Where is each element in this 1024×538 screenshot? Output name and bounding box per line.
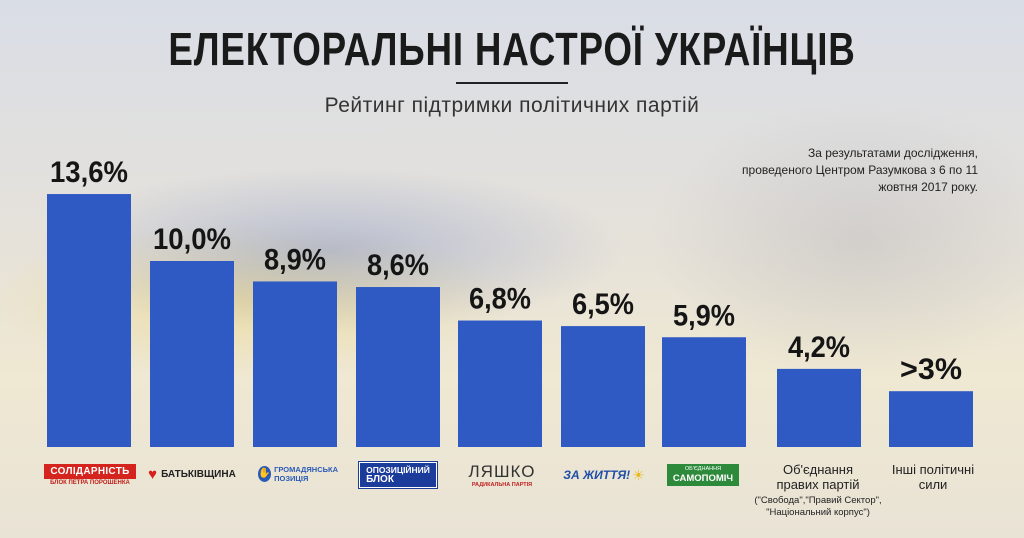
bar-label-7: 5,9%: [673, 299, 735, 332]
samopomich-line1: ОБ'ЄДНАННЯ: [684, 466, 722, 472]
bar-4: [356, 287, 440, 447]
samopomich-line2: САМОПОМІЧ: [672, 473, 734, 484]
za-zhyttia-name: ЗА ЖИТТЯ!: [563, 468, 631, 482]
bar-6: [561, 326, 645, 447]
bar-label-1: 13,6%: [50, 156, 128, 189]
bar-9: [889, 391, 973, 447]
heart-icon: ♥: [148, 465, 158, 483]
hromadyanska-line2: ПОЗИЦІЯ: [274, 474, 309, 483]
bar-3: [253, 281, 337, 447]
liashko-sub: РАДИКАЛЬНА ПАРТІЯ: [471, 482, 533, 488]
logo-liashko: ЛЯШКО РАДИКАЛЬНА ПАРТІЯ: [460, 460, 544, 490]
party-others-label: Інші політичні сили: [876, 462, 990, 492]
title-divider: [456, 82, 568, 84]
batkivshchyna-name: БАТЬКІВЩИНА: [161, 468, 236, 480]
party-others-line1: Інші політичні: [891, 462, 975, 477]
bar-label-4: 8,6%: [367, 249, 429, 282]
solidarnist-name: СОЛІДАРНІСТЬ: [44, 464, 136, 479]
bar-label-9: >3%: [900, 353, 962, 386]
bar-label-2: 10,0%: [153, 223, 231, 256]
bar-7: [662, 337, 746, 447]
page-subtitle: Рейтинг підтримки політичних партій: [324, 94, 700, 117]
solidarnist-sub: БЛОК ПЕТРА ПОРОШЕНКА: [50, 480, 130, 486]
source-note: За результатами дослідження, проведеного…: [742, 146, 978, 194]
bar-label-6: 6,5%: [572, 288, 634, 321]
sun-icon: ☀: [632, 466, 645, 483]
bar-label-5: 6,8%: [469, 283, 531, 316]
party-right-line2: правих партій: [776, 477, 860, 492]
bar-label-3: 8,9%: [264, 243, 326, 276]
logo-hromadyanska: ✋ ГРОМАДЯНСЬКА ПОЗИЦІЯ: [258, 461, 338, 487]
party-others-line2: сили: [918, 477, 948, 492]
logo-batkivshchyna: ♥ БАТЬКІВЩИНА: [142, 463, 242, 485]
bar-8: [777, 368, 861, 447]
liashko-name: ЛЯШКО: [468, 462, 536, 481]
logo-solidarnist: СОЛІДАРНІСТЬ БЛОК ПЕТРА ПОРОШЕНКА: [44, 460, 136, 490]
logo-opozytsiynyi: ОПОЗИЦІЙНИЙ БЛОК: [358, 462, 438, 488]
hromadyanska-line1: ГРОМАДЯНСЬКА: [274, 465, 338, 474]
bar-label-8: 4,2%: [788, 331, 850, 364]
bar-1: [47, 194, 131, 447]
logo-za-zhyttia: ЗА ЖИТТЯ! ☀: [562, 462, 646, 488]
logo-samopomich: ОБ'ЄДНАННЯ САМОПОМІЧ: [662, 462, 744, 488]
opozytsiynyi-line2: БЛОК: [366, 474, 394, 485]
bar-5: [458, 320, 542, 447]
page-title: ЕЛЕКТОРАЛЬНІ НАСТРОЇ УКРАЇНЦІВ: [168, 23, 856, 75]
party-right-sub: ("Свобода","Правий Сектор", "Національни…: [754, 495, 882, 518]
party-right-label: Об'єднання правих партій ("Свобода","Пра…: [738, 462, 898, 519]
hand-icon: ✋: [258, 466, 272, 482]
opozytsiynyi-line1: ОПОЗИЦІЙНИЙ: [366, 465, 430, 475]
party-right-line1: Об'єднання: [782, 462, 854, 477]
bar-2: [150, 261, 234, 447]
